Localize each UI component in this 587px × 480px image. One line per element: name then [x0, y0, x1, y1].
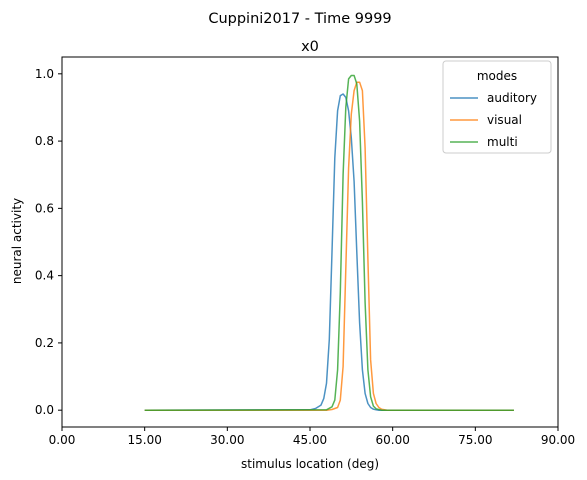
y-tick-label: 1.0: [35, 67, 54, 81]
x-tick-label: 60.00: [375, 433, 409, 447]
x-tick-label: 45.00: [293, 433, 327, 447]
series-line-multi: [144, 74, 514, 411]
legend: modes auditory visual multi: [442, 60, 552, 154]
legend-label-visual: visual: [487, 113, 522, 127]
y-axis-label: neural activity: [10, 198, 24, 284]
y-tick-label: 0.4: [35, 269, 54, 283]
series-line-auditory: [144, 93, 514, 411]
legend-label-auditory: auditory: [487, 91, 537, 105]
plot-lines: [144, 74, 514, 411]
y-tick-label: 0.2: [35, 336, 54, 350]
y-tick-label: 0.6: [35, 201, 54, 215]
legend-title: modes: [477, 69, 517, 83]
x-tick-label: 15.00: [127, 433, 161, 447]
x-tick-label: 75.00: [458, 433, 492, 447]
legend-frame: [442, 60, 552, 154]
axes-title: x0: [301, 39, 319, 55]
x-axis: 0.00 15.00 30.00 45.00 60.00 75.00 90.00: [49, 427, 575, 447]
series-line-visual: [144, 81, 514, 411]
y-tick-label: 0.8: [35, 134, 54, 148]
x-tick-label: 0.00: [49, 433, 76, 447]
y-axis: 0.0 0.2 0.4 0.6 0.8 1.0: [35, 67, 62, 417]
legend-entries: auditory visual multi: [450, 91, 537, 149]
x-tick-label: 30.00: [210, 433, 244, 447]
legend-label-multi: multi: [487, 135, 518, 149]
x-tick-label: 90.00: [541, 433, 575, 447]
x-axis-label: stimulus location (deg): [241, 457, 379, 471]
figure-title: Cuppini2017 - Time 9999: [208, 11, 391, 27]
y-tick-label: 0.0: [35, 403, 54, 417]
